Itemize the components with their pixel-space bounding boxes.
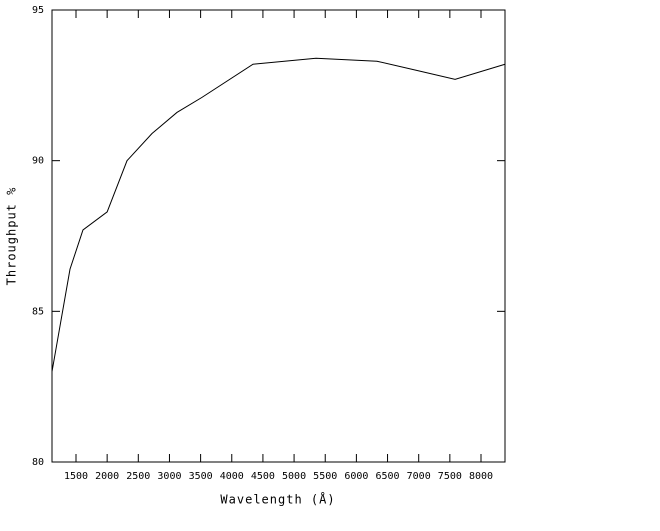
y-tick-label: 90 [32,156,44,167]
y-axis-label: Throughput % [5,187,19,286]
x-tick-label: 6000 [344,471,368,482]
plot-frame [51,9,506,463]
x-tick-label: 5000 [282,471,306,482]
x-tick-label: 6500 [375,471,399,482]
data-line [51,57,506,372]
x-tick-label: 2000 [95,471,119,482]
x-tick-label: 7000 [407,471,431,482]
x-tick-label: 8000 [469,471,493,482]
x-tick-label: 7500 [438,471,462,482]
y-tick-label: 95 [32,5,44,16]
x-tick-label: 1500 [64,471,88,482]
y-tick-label: 85 [32,306,44,317]
y-tick-label: 80 [32,457,44,468]
x-tick-label: 3000 [157,471,181,482]
x-tick-label: 4000 [220,471,244,482]
x-tick-label: 4500 [251,471,275,482]
x-tick-label: 5500 [313,471,337,482]
x-tick-label: 2500 [126,471,150,482]
x-tick-label: 3500 [189,471,213,482]
x-axis-label: Wavelength (Å) [220,492,335,507]
